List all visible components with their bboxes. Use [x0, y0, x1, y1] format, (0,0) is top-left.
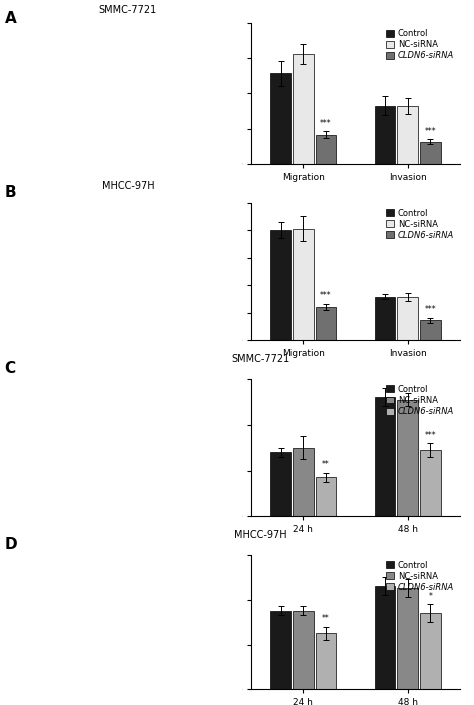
Bar [270, 73, 291, 164]
Text: C: C [5, 361, 16, 376]
Bar [397, 297, 418, 341]
Text: A: A [5, 11, 17, 25]
Bar [316, 135, 337, 164]
Legend: Control, NC-siRNA, CLDN6-siRNA: Control, NC-siRNA, CLDN6-siRNA [384, 559, 456, 594]
Bar [420, 450, 441, 516]
Bar [293, 229, 314, 341]
Text: ***: *** [320, 118, 332, 128]
Bar [270, 230, 291, 341]
Bar [374, 398, 395, 516]
Y-axis label: Gap closure, %: Gap closure, % [216, 588, 225, 656]
Text: MHCC-97H: MHCC-97H [234, 530, 287, 540]
Text: MHCC-97H: MHCC-97H [101, 181, 155, 191]
Bar [293, 611, 314, 689]
Bar [420, 142, 441, 164]
Bar [270, 453, 291, 516]
Bar [397, 106, 418, 164]
Text: **: ** [322, 460, 330, 470]
Bar [316, 307, 337, 341]
Bar [397, 589, 418, 689]
Text: SMMC-7721: SMMC-7721 [232, 354, 290, 364]
Text: *: * [428, 591, 432, 601]
Bar [293, 54, 314, 164]
Bar [316, 477, 337, 516]
Legend: Control, NC-siRNA, CLDN6-siRNA: Control, NC-siRNA, CLDN6-siRNA [384, 27, 456, 62]
Text: ***: *** [424, 431, 436, 440]
Text: **: ** [322, 614, 330, 623]
Bar [374, 586, 395, 689]
Bar [293, 448, 314, 516]
Text: D: D [5, 537, 18, 552]
Y-axis label: Cell number per field: Cell number per field [210, 223, 219, 319]
Y-axis label: Cell number per field: Cell number per field [210, 45, 219, 142]
Bar [420, 613, 441, 689]
Bar [374, 297, 395, 341]
Bar [316, 633, 337, 689]
Bar [420, 320, 441, 341]
Bar [374, 106, 395, 164]
Text: ***: *** [320, 291, 332, 300]
Legend: Control, NC-siRNA, CLDN6-siRNA: Control, NC-siRNA, CLDN6-siRNA [384, 383, 456, 417]
Text: SMMC-7721: SMMC-7721 [99, 5, 157, 15]
Text: ***: *** [424, 127, 436, 135]
Bar [270, 611, 291, 689]
Text: ***: *** [424, 305, 436, 314]
Bar [397, 400, 418, 516]
Y-axis label: Gap closure, %: Gap closure, % [216, 414, 225, 482]
Legend: Control, NC-siRNA, CLDN6-siRNA: Control, NC-siRNA, CLDN6-siRNA [384, 207, 456, 241]
Text: B: B [5, 185, 17, 200]
